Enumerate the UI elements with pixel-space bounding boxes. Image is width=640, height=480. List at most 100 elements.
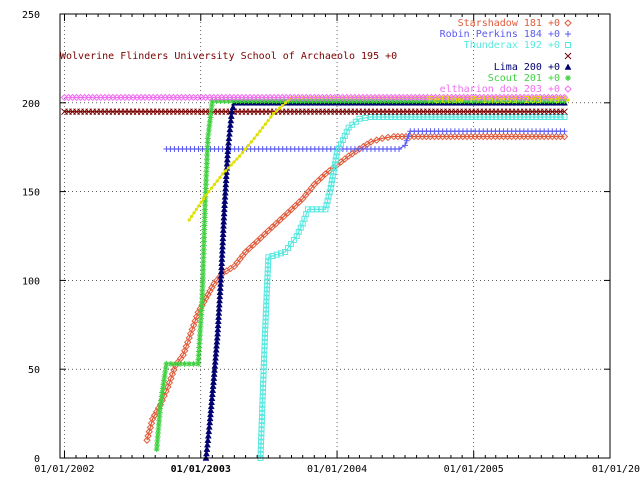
data-point — [557, 114, 564, 121]
data-point — [237, 154, 242, 158]
data-point — [170, 366, 178, 374]
data-point — [153, 446, 160, 453]
data-point — [205, 127, 212, 134]
data-point — [343, 128, 350, 135]
data-point — [213, 342, 220, 349]
data-point — [264, 282, 271, 289]
data-point — [261, 98, 268, 105]
legend-label: eltharion doa 203 +0 — [440, 84, 560, 95]
data-point — [205, 427, 213, 435]
data-point — [224, 143, 232, 150]
data-point — [263, 294, 270, 301]
data-point — [143, 436, 151, 444]
data-point — [295, 228, 302, 235]
data-point — [326, 189, 333, 196]
data-point — [261, 351, 268, 358]
data-point — [211, 362, 219, 369]
data-point — [561, 128, 568, 135]
data-point — [310, 180, 318, 189]
data-point — [249, 98, 256, 105]
data-point — [432, 114, 439, 121]
data-point — [225, 139, 232, 146]
data-point — [211, 366, 218, 373]
data-point — [449, 98, 456, 105]
data-point — [183, 338, 192, 346]
data-point — [261, 355, 268, 362]
data-point — [258, 434, 265, 441]
data-point — [198, 311, 205, 318]
y-tick-label: 200 — [22, 99, 40, 110]
data-point — [373, 98, 380, 105]
data-point — [185, 334, 193, 342]
data-point — [297, 98, 304, 105]
data-point — [191, 317, 199, 325]
data-point — [405, 98, 412, 105]
legend-label: Fellow Princess 203 +0 — [428, 95, 560, 106]
data-point — [257, 446, 264, 453]
data-point — [212, 346, 220, 353]
data-point — [289, 98, 296, 105]
data-point — [200, 262, 207, 269]
data-point — [219, 234, 227, 242]
data-point — [245, 244, 254, 253]
legend-label: Lima 200 +0 — [494, 62, 560, 73]
data-point — [266, 118, 270, 123]
data-point — [214, 321, 222, 329]
data-point — [218, 259, 226, 266]
data-point — [259, 397, 266, 404]
data-point — [200, 246, 207, 253]
data-point — [380, 114, 387, 121]
data-point — [210, 378, 217, 385]
data-point — [349, 98, 356, 105]
data-point — [361, 98, 368, 105]
data-point — [262, 314, 269, 321]
data-point — [277, 98, 284, 105]
data-point — [493, 98, 500, 105]
data-point — [263, 298, 270, 305]
data-point — [221, 197, 229, 204]
data-point — [489, 98, 496, 105]
data-point — [369, 98, 376, 105]
data-point — [331, 161, 338, 168]
data-point — [204, 139, 211, 146]
data-point — [521, 98, 528, 105]
data-point — [497, 98, 504, 105]
x-tick-label: 01/01/2003 — [171, 464, 231, 475]
data-point — [331, 165, 338, 172]
data-point — [246, 143, 250, 148]
data-point — [203, 177, 210, 184]
data-point — [501, 98, 508, 105]
data-point — [314, 177, 322, 185]
data-point — [473, 98, 480, 105]
data-point — [225, 98, 232, 105]
data-point — [457, 98, 464, 105]
data-point — [412, 114, 419, 121]
data-point — [201, 218, 208, 225]
data-point — [378, 134, 386, 143]
data-point — [243, 147, 248, 151]
data-point — [258, 422, 265, 429]
data-point — [405, 132, 412, 139]
data-point — [309, 98, 316, 105]
data-point — [218, 251, 226, 258]
data-point — [145, 428, 153, 436]
data-point — [453, 98, 460, 105]
data-point — [156, 409, 163, 416]
data-point — [215, 179, 219, 183]
data-point — [264, 266, 271, 273]
data-point — [436, 114, 443, 121]
data-point — [209, 386, 217, 393]
legend-label: Scout 201 +0 — [488, 73, 560, 84]
x-tick-label: 01/01/2002 — [34, 464, 94, 475]
data-point — [433, 98, 440, 105]
data-point — [505, 98, 512, 105]
data-point — [204, 135, 211, 142]
data-point — [501, 114, 508, 121]
series-1 — [163, 128, 568, 152]
data-point — [206, 414, 214, 422]
data-point — [182, 342, 190, 351]
data-point — [259, 389, 266, 396]
data-point — [221, 201, 228, 208]
data-point — [261, 126, 265, 130]
data-point — [560, 93, 569, 102]
